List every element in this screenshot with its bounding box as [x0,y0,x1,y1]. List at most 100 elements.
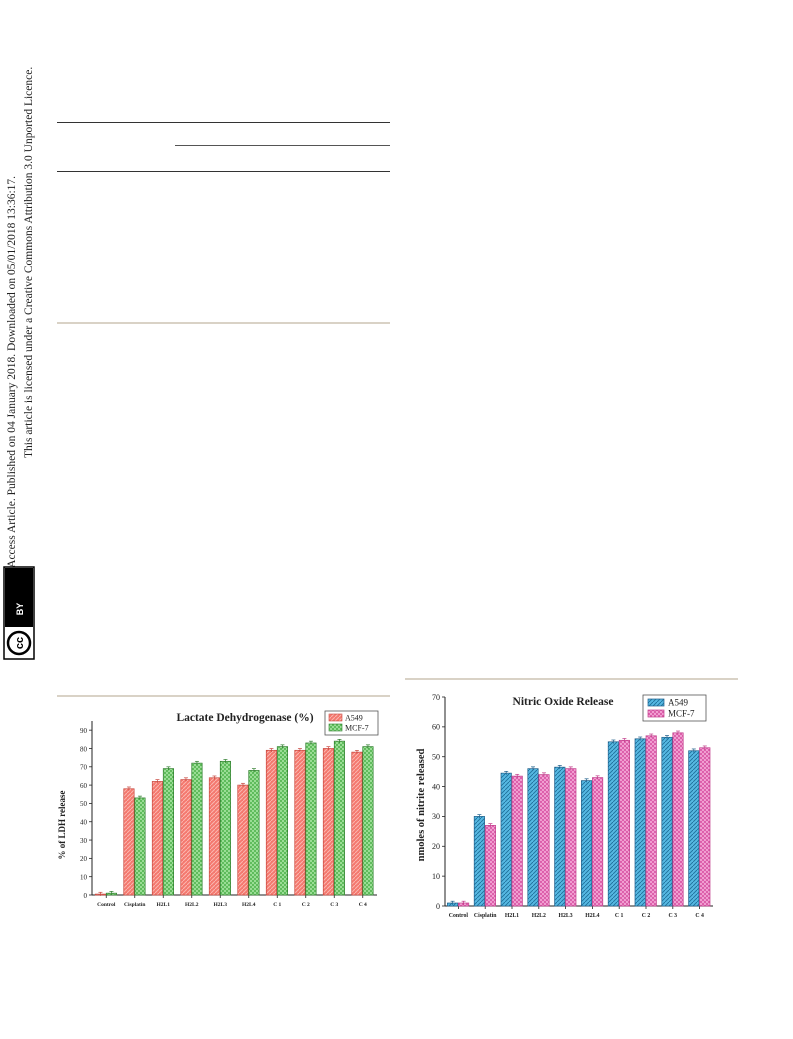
section-rule-left-1 [57,322,390,324]
no-category-label: C 3 [669,913,678,919]
ldh-y-tick-label: 40 [80,819,88,827]
no-bar-a549 [500,772,512,907]
ldh-category-label: H2L1 [157,902,171,908]
no-legend-label-mcf7: MCF-7 [668,709,695,719]
no-bar-a549 [473,816,485,907]
no-bar-mcf7 [538,774,550,907]
ldh-legend-swatch-mcf7 [328,723,343,732]
by-badge-label: BY [15,603,25,616]
no-bar-mcf7 [484,825,496,907]
ldh-category-label: H2L2 [185,902,199,908]
ldh-category-label: C 2 [302,902,310,908]
ldh-y-tick-label: 0 [84,892,88,900]
no-bar-a549 [554,766,566,907]
ldh-bar-mcf7 [305,742,317,896]
no-y-tick-label: 10 [432,872,440,881]
table-sub-rule [175,145,390,146]
ldh-category-label: C 4 [359,902,367,908]
ldh-chart: Lactate Dehydrogenase (%) % of LDH relea… [55,705,400,920]
no-category-label: C 1 [615,913,624,919]
ldh-y-tick-label: 10 [80,873,88,881]
ldh-bar-a549 [265,749,277,896]
licence-sidebar: Open Access Article. Published on 04 Jan… [0,0,40,660]
ldh-y-tick-label: 60 [80,782,88,790]
table-bottom-rule [57,171,390,172]
no-legend-label-a549: A549 [668,698,688,708]
ldh-y-tick-label: 70 [80,764,88,772]
ldh-bar-a549 [151,781,163,896]
no-y-tick-label: 20 [432,842,440,851]
no-bar-mcf7 [565,768,577,907]
no-category-label: H2L3 [559,913,573,919]
no-bar-mcf7 [592,777,604,907]
ldh-legend-swatch-a549 [328,713,343,722]
ldh-legend-label-a549: A549 [345,714,363,723]
ldh-bar-mcf7 [191,762,203,896]
ldh-bar-a549 [351,751,363,896]
no-bar-a549 [688,750,700,907]
no-bar-mcf7 [699,747,711,907]
section-rule-right [405,678,738,680]
no-chart-title: Nitric Oxide Release [513,696,614,708]
ldh-bar-mcf7 [162,768,174,896]
no-category-label: C 4 [695,913,704,919]
no-bar-mcf7 [618,739,630,907]
no-category-label: H2L2 [532,913,546,919]
ldh-y-axis-label: % of LDH release [57,790,67,859]
no-bar-a549 [634,738,646,907]
ldh-bar-a549 [294,749,306,896]
no-y-tick-label: 50 [432,753,440,762]
cc-by-badge[interactable]: cc BY [3,566,35,660]
ldh-category-label: C 3 [330,902,338,908]
ldh-category-label: H2L4 [242,902,256,908]
no-y-axis-label: nmoles of nitrite released [416,749,427,862]
no-legend-swatch-a549 [647,698,665,707]
no-y-tick-label: 70 [432,693,440,702]
ldh-y-tick-label: 50 [80,800,88,808]
no-bar-mcf7 [511,775,523,907]
ldh-y-tick-label: 80 [80,745,88,753]
ldh-y-tick-label: 90 [80,727,88,735]
ldh-category-label: Cisplatin [124,902,145,908]
ldh-bar-mcf7 [219,760,231,896]
ldh-bar-a549 [237,784,249,896]
no-legend-swatch-mcf7 [647,709,665,718]
no-bar-a549 [607,741,619,907]
licence-line-1: Open Access Article. Published on 04 Jan… [6,176,18,595]
no-bar-a549 [581,780,593,907]
no-category-label: H2L4 [585,913,599,919]
ldh-bar-a549 [123,788,135,896]
ldh-bar-mcf7 [362,746,374,896]
ldh-bar-mcf7 [333,740,345,896]
no-y-tick-label: 40 [432,782,440,791]
section-rule-left-2 [57,695,390,697]
ldh-chart-title: Lactate Dehydrogenase (%) [176,712,313,724]
cc-icon [6,630,32,656]
ldh-bar-a549 [180,779,192,896]
no-y-tick-label: 0 [436,902,440,911]
cc-badge-label: cc [14,637,26,649]
ldh-bar-a549 [208,777,220,896]
no-category-label: H2L1 [505,913,519,919]
no-y-tick-label: 30 [432,812,440,821]
ldh-category-label: Control [97,902,116,908]
no-bar-mcf7 [672,732,684,907]
no-y-tick-label: 60 [432,723,440,732]
ldh-y-tick-label: 20 [80,855,88,863]
ldh-bar-a549 [322,748,334,896]
table-top-rule [57,122,390,123]
no-legend: A549 MCF-7 [642,694,707,722]
ldh-bar-mcf7 [248,770,260,896]
no-category-label: Control [449,913,469,919]
ldh-category-label: C 1 [273,902,281,908]
ldh-y-tick-label: 30 [80,837,88,845]
no-bar-mcf7 [645,735,657,907]
no-category-label: Cisplatin [474,913,497,919]
ldh-bar-mcf7 [134,797,146,896]
ldh-category-label: H2L3 [214,902,228,908]
ldh-legend-label-mcf7: MCF-7 [345,724,369,733]
no-category-label: C 2 [642,913,651,919]
ldh-legend: A549 MCF-7 [324,710,379,736]
licence-line-2: This article is licensed under a Creativ… [23,67,35,458]
nitric-oxide-chart: Nitric Oxide Release nmoles of nitrite r… [405,690,745,930]
